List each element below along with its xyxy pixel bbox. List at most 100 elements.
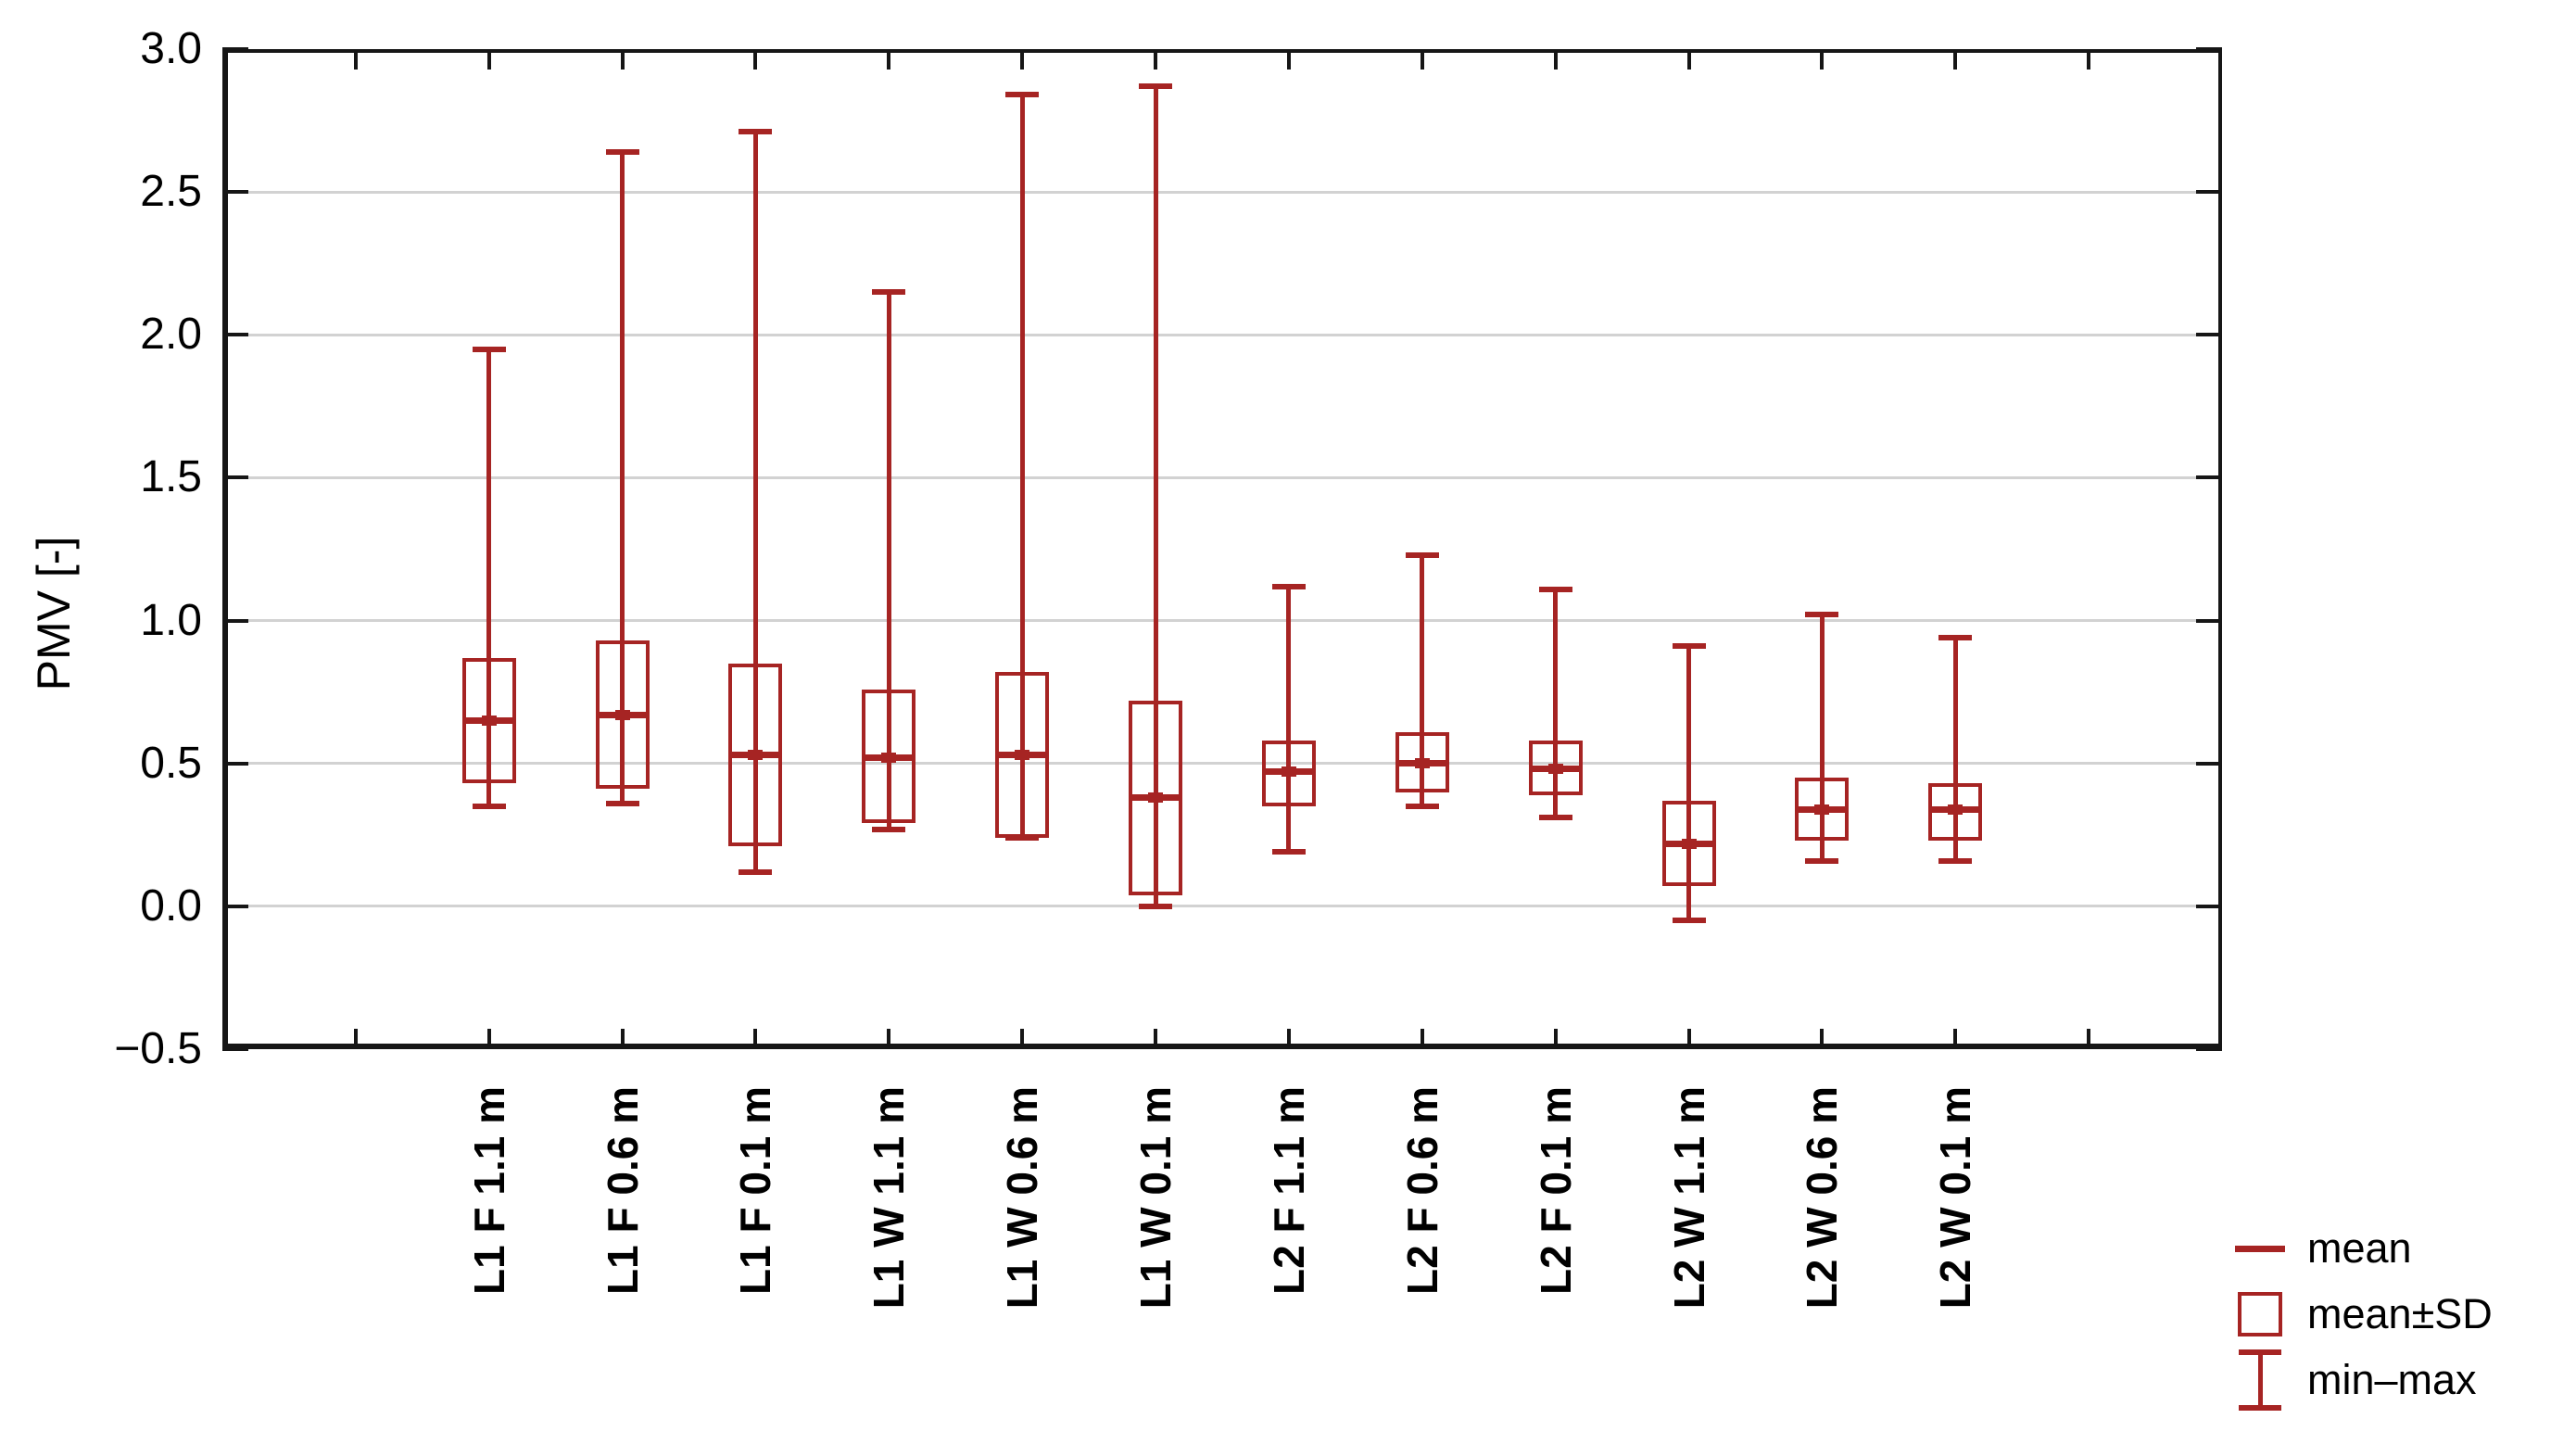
x-axis-tick bbox=[1553, 49, 1558, 70]
x-category-label: L2 F 0.6 m bbox=[1397, 1086, 1446, 1295]
x-category-label: L2 F 1.1 m bbox=[1264, 1086, 1313, 1295]
whisker-cap-max bbox=[739, 129, 773, 135]
whisker-line bbox=[1952, 638, 1958, 861]
y-tick-label: 0.5 bbox=[140, 738, 202, 788]
whisker-cap-max bbox=[872, 289, 906, 296]
y-axis-tick bbox=[222, 761, 248, 766]
legend-label-mean-sd: mean±SD bbox=[2307, 1290, 2493, 1337]
x-category-label: L1 W 0.1 m bbox=[1131, 1086, 1181, 1310]
x-category-label: L1 F 0.1 m bbox=[731, 1086, 780, 1295]
whisker-cap-max bbox=[1538, 586, 1572, 592]
x-axis-tick bbox=[1020, 1029, 1025, 1049]
x-axis-tick bbox=[1286, 1029, 1291, 1049]
whisker-cap-min bbox=[739, 868, 773, 875]
x-axis-tick bbox=[353, 1029, 358, 1049]
x-axis-tick bbox=[1686, 49, 1691, 70]
whisker-cap-min bbox=[1405, 803, 1439, 809]
whisker-line bbox=[486, 348, 492, 806]
mean-marker bbox=[1547, 764, 1563, 775]
x-axis-tick bbox=[486, 1029, 491, 1049]
grid-line bbox=[222, 762, 2222, 766]
y-tick-label: 0.0 bbox=[140, 880, 202, 931]
y-axis-tick bbox=[222, 333, 248, 337]
x-axis-tick bbox=[887, 49, 891, 70]
x-axis-tick bbox=[486, 49, 491, 70]
x-category-label: L2 W 1.1 m bbox=[1664, 1086, 1713, 1310]
mean-marker bbox=[481, 715, 497, 726]
whisker-cap-min bbox=[1005, 834, 1040, 841]
whisker-cap-max bbox=[1938, 635, 1973, 641]
whisker-line bbox=[620, 151, 625, 804]
mean-marker bbox=[1948, 804, 1964, 815]
legend-item-mean: mean bbox=[2231, 1225, 2493, 1272]
x-category-label: L1 W 0.6 m bbox=[998, 1086, 1047, 1310]
x-axis-tick bbox=[1820, 1029, 1825, 1049]
x-category-label: L1 W 1.1 m bbox=[865, 1086, 914, 1310]
whisker-cap-min bbox=[1805, 857, 1839, 864]
mean-marker bbox=[1814, 804, 1830, 815]
y-axis-tick bbox=[2196, 47, 2222, 51]
y-axis-tick bbox=[222, 190, 248, 195]
x-axis-tick bbox=[1154, 49, 1158, 70]
y-tick-label: 2.5 bbox=[140, 167, 202, 217]
x-axis-tick bbox=[1686, 1029, 1691, 1049]
min-max-ibeam-icon bbox=[2238, 1349, 2282, 1411]
x-axis-tick bbox=[353, 49, 358, 70]
y-axis-tick bbox=[2196, 618, 2222, 623]
grid-line bbox=[222, 619, 2222, 623]
x-axis-tick bbox=[2087, 1029, 2091, 1049]
y-tick-label: 3.0 bbox=[140, 24, 202, 73]
x-category-label: L1 F 0.6 m bbox=[598, 1086, 647, 1295]
x-category-label: L1 F 1.1 m bbox=[464, 1086, 513, 1295]
x-axis-tick bbox=[620, 1029, 625, 1049]
y-axis-tick bbox=[2196, 333, 2222, 337]
x-axis-line bbox=[222, 1044, 2222, 1049]
whisker-line bbox=[886, 292, 891, 830]
whisker-cap-min bbox=[872, 826, 906, 832]
whisker-cap-max bbox=[1271, 583, 1306, 589]
y-axis-tick bbox=[222, 47, 248, 51]
x-axis-tick bbox=[1286, 49, 1291, 70]
mean-marker bbox=[1414, 758, 1430, 769]
whisker-cap-min bbox=[1938, 857, 1973, 864]
whisker-line bbox=[1686, 646, 1692, 921]
whisker-cap-max bbox=[605, 148, 639, 155]
whisker-cap-max bbox=[1405, 551, 1439, 558]
legend: mean mean±SD min–max bbox=[2231, 1225, 2493, 1411]
mean-marker bbox=[1148, 792, 1164, 804]
mean-marker bbox=[881, 753, 897, 764]
right-frame-line bbox=[2218, 49, 2222, 1049]
grid-line bbox=[222, 190, 2222, 194]
whisker-line bbox=[1286, 586, 1292, 853]
y-axis-tick bbox=[2196, 190, 2222, 195]
whisker-line bbox=[1819, 614, 1825, 861]
x-axis-tick bbox=[620, 49, 625, 70]
x-axis-tick bbox=[1420, 49, 1424, 70]
whisker-cap-min bbox=[1538, 815, 1572, 821]
whisker-line bbox=[1019, 95, 1025, 838]
legend-label-mean: mean bbox=[2307, 1224, 2412, 1272]
mean-marker bbox=[1681, 838, 1697, 849]
x-axis-tick bbox=[1420, 1029, 1424, 1049]
mean-marker bbox=[1281, 766, 1296, 778]
x-axis-tick bbox=[753, 1029, 758, 1049]
mean-marker bbox=[748, 749, 764, 760]
legend-label-min-max: min–max bbox=[2307, 1356, 2477, 1403]
y-tick-label: 1.5 bbox=[140, 452, 202, 502]
x-axis-tick bbox=[753, 49, 758, 70]
whisker-cap-max bbox=[1805, 612, 1839, 618]
y-tick-label: −0.5 bbox=[114, 1024, 202, 1073]
y-axis-tick bbox=[2196, 761, 2222, 766]
mean-marker bbox=[614, 709, 630, 720]
y-axis-tick bbox=[2196, 904, 2222, 908]
y-axis-tick bbox=[2196, 475, 2222, 480]
y-axis-tick bbox=[222, 618, 248, 623]
x-category-label: L2 F 0.1 m bbox=[1531, 1086, 1580, 1295]
mean-sd-box-icon bbox=[2238, 1292, 2282, 1336]
x-axis-tick bbox=[887, 1029, 891, 1049]
y-tick-label: 2.0 bbox=[140, 310, 202, 360]
y-axis-tick bbox=[2196, 1047, 2222, 1051]
whisker-cap-min bbox=[1271, 849, 1306, 855]
mean-marker bbox=[1015, 749, 1030, 760]
legend-item-mean-sd: mean±SD bbox=[2231, 1291, 2493, 1337]
